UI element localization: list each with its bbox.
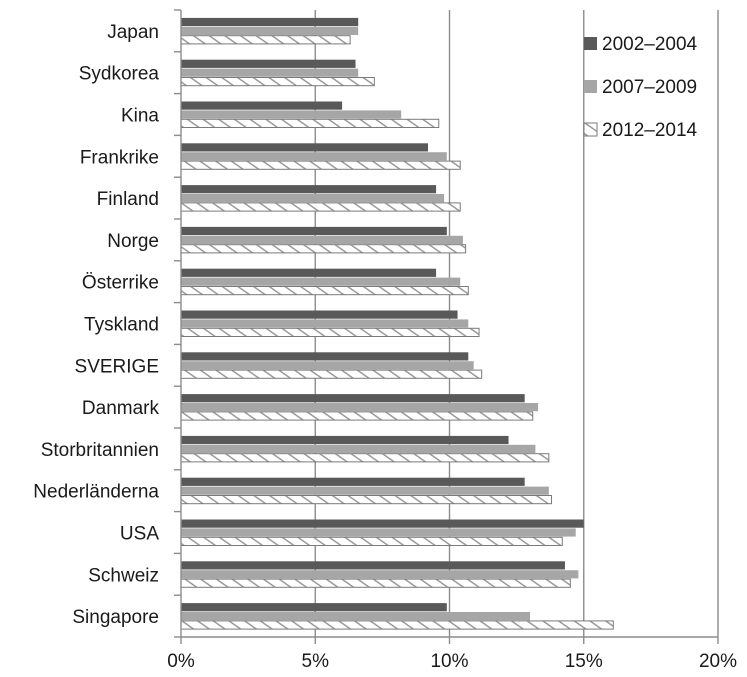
category-label: Sydkorea (79, 64, 160, 85)
category-label: Storbritannien (41, 440, 159, 461)
bar-tyskland-series-3 (180, 327, 480, 337)
category-label: Japan (107, 22, 159, 43)
bar-finland-series-2 (181, 194, 445, 203)
category-label: Singapore (72, 607, 159, 628)
bar-nederländerna-series-3 (180, 495, 553, 505)
legend-swatch (584, 80, 597, 93)
category-label: USA (120, 524, 159, 545)
bar-japan-series-2 (181, 26, 359, 35)
bar-singapore-series-2 (181, 612, 531, 621)
bar-tyskland-series-1 (181, 310, 458, 319)
bar-kina-series-2 (181, 110, 402, 119)
x-tick-label: 5% (302, 651, 330, 672)
category-label: Nederländerna (33, 482, 159, 503)
bar-tyskland-series-2 (181, 319, 469, 328)
bar-singapore-series-1 (181, 603, 447, 612)
bar-storbritannien-series-1 (181, 435, 509, 445)
bars (180, 17, 614, 630)
bar-norge-series-2 (181, 235, 463, 244)
category-label: Kina (121, 106, 159, 127)
category-label: SVERIGE (75, 356, 159, 377)
x-tick-label: 0% (167, 651, 195, 672)
bar-storbritannien-series-3 (180, 453, 550, 463)
legend-swatch (583, 122, 598, 137)
bar-danmark-series-1 (181, 394, 525, 403)
bar-schweiz-series-2 (181, 570, 579, 579)
x-tick-label: 20% (699, 651, 737, 672)
bar-japan-series-3 (180, 35, 351, 45)
bar-sydkorea-series-1 (181, 59, 356, 68)
bar-frankrike-series-2 (181, 152, 447, 161)
bar-finland-series-1 (181, 185, 437, 194)
bar-österrike-series-1 (181, 268, 437, 277)
bar-singapore-series-3 (180, 620, 614, 630)
bar-nederländerna-series-1 (181, 477, 525, 486)
bar-usa-series-2 (181, 528, 576, 537)
bar-kina-series-3 (180, 118, 440, 129)
x-tick-label: 10% (430, 651, 468, 672)
bar-danmark-series-2 (181, 403, 539, 412)
bar-usa-series-3 (180, 536, 563, 546)
bar-finland-series-3 (180, 202, 461, 212)
bar-österrike-series-3 (180, 286, 469, 296)
bar-storbritannien-series-2 (181, 444, 536, 453)
bar-sverige-series-3 (180, 369, 483, 379)
category-labels: Japan Sydkorea Kina Frankrike Finland Norge Ös… (33, 22, 159, 628)
bar-sverige-series-2 (181, 361, 474, 370)
x-tick-label: 15% (565, 651, 603, 672)
bar-sydkorea-series-2 (181, 68, 359, 77)
bar-frankrike-series-3 (180, 160, 461, 170)
bar-österrike-series-2 (181, 277, 461, 286)
legend-label: 2007–2009 (602, 77, 697, 98)
legend-label: 2012–2014 (602, 120, 698, 141)
bar-norge-series-1 (181, 226, 447, 236)
category-label: Schweiz (88, 565, 159, 586)
legend-label: 2002–2004 (602, 34, 698, 55)
category-label: Tyskland (84, 315, 159, 336)
category-label: Frankrike (80, 147, 159, 168)
legend-swatch (584, 37, 597, 50)
category-label: Norge (107, 231, 159, 252)
bar-norge-series-3 (180, 244, 467, 254)
bar-sydkorea-series-3 (180, 77, 375, 87)
category-label: Österrike (82, 273, 159, 294)
bar-danmark-series-3 (180, 411, 534, 421)
legend: 2002–2004 2007–2009 2012–2014 (583, 34, 698, 141)
bar-usa-series-1 (181, 519, 584, 528)
bar-sverige-series-1 (181, 352, 469, 361)
bar-nederländerna-series-2 (181, 486, 549, 495)
bar-schweiz-series-3 (180, 578, 571, 588)
tick-labels: 0% 5% 10% 15% 20% (167, 651, 737, 672)
axes (174, 9, 719, 644)
bar-kina-series-1 (181, 101, 343, 110)
bar-frankrike-series-1 (181, 143, 429, 152)
category-label: Finland (97, 189, 159, 210)
bar-schweiz-series-1 (181, 561, 565, 570)
category-label: Danmark (82, 398, 160, 419)
bar-japan-series-1 (181, 17, 359, 27)
